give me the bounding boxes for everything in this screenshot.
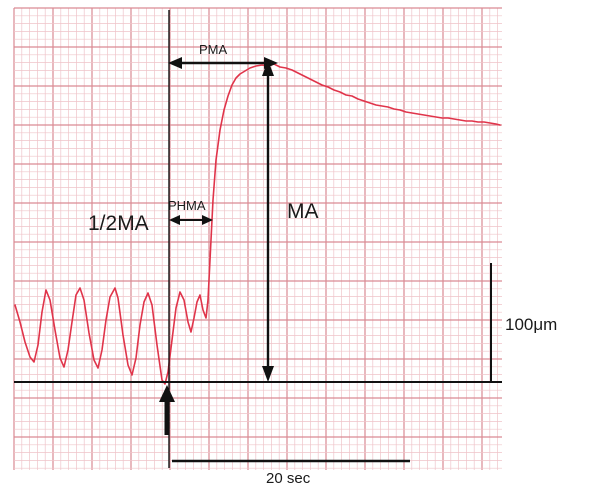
ma-arrow-top-head <box>262 60 274 76</box>
stimulus-arrow-head <box>159 385 175 402</box>
phma-label: PHMA <box>168 198 206 213</box>
pma-arrow-left-head <box>168 57 182 69</box>
paper-grid <box>13 7 502 470</box>
pma-label: PMA <box>199 42 228 57</box>
ma-label: MA <box>287 200 319 223</box>
time-scale-label: 20 sec <box>266 470 311 487</box>
ma-arrow-bottom-head <box>262 366 274 382</box>
phma-arrow-left-head <box>169 215 180 225</box>
amplitude-scale-label: 100μm <box>505 315 557 334</box>
phma-arrow-right-head <box>202 215 213 225</box>
arrow-up-icon <box>159 385 175 435</box>
half-ma-label: 1/2MA <box>88 212 149 235</box>
signal-trace <box>14 63 501 385</box>
